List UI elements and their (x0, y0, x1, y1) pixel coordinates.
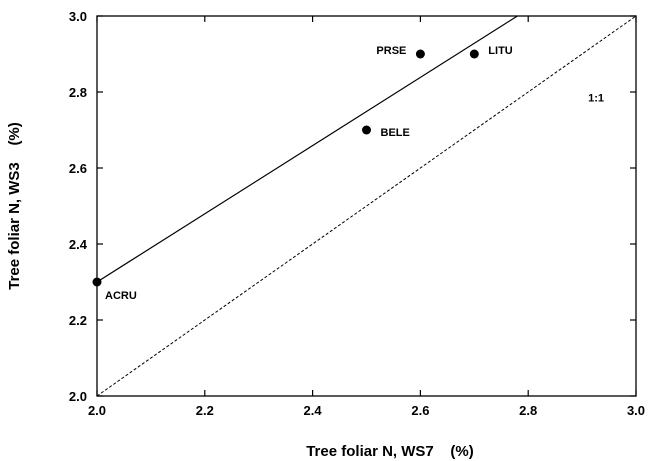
y-axis-label: Tree foliar N, WS3 (%) (6, 122, 23, 290)
data-point-acru (92, 277, 102, 287)
plot-frame (96, 15, 637, 397)
y-tick-label: 2.6 (69, 161, 87, 176)
x-tick-label: 2.4 (304, 403, 323, 418)
x-tick-label: 2.2 (196, 403, 214, 418)
point-label-litu: LITU (488, 45, 512, 57)
x-tick-label: 2.8 (519, 403, 537, 418)
one-to-one-line (96, 15, 637, 397)
x-tick-label: 3.0 (627, 403, 645, 418)
one-to-one-label: 1:1 (588, 92, 604, 104)
data-point-litu (469, 49, 479, 59)
y-tick-label: 2.8 (69, 85, 87, 100)
data-point-prse (415, 49, 425, 59)
y-tick-label: 3.0 (69, 9, 87, 24)
point-label-bele: BELE (381, 127, 410, 139)
lines: 1:1 (96, 15, 637, 397)
data-points: ACRU BELE PRSE LITU (92, 45, 513, 302)
axes: 2.0 2.2 2.4 2.6 2.8 3.0 2.0 2.2 2.4 2.6 2.8 3.0 (69, 9, 645, 418)
point-label-prse: PRSE (376, 45, 406, 57)
x-axis-label: Tree foliar N, WS7 (%) (306, 443, 474, 460)
data-point-bele (362, 125, 371, 135)
y-tick-label: 2.4 (69, 237, 88, 252)
regression-line (96, 15, 518, 283)
y-tick-label: 2.2 (69, 313, 87, 328)
y-tick-label: 2.0 (69, 389, 87, 404)
x-tick-label: 2.0 (88, 403, 106, 418)
x-tick-label: 2.6 (411, 403, 429, 418)
point-label-acru: ACRU (105, 290, 137, 302)
